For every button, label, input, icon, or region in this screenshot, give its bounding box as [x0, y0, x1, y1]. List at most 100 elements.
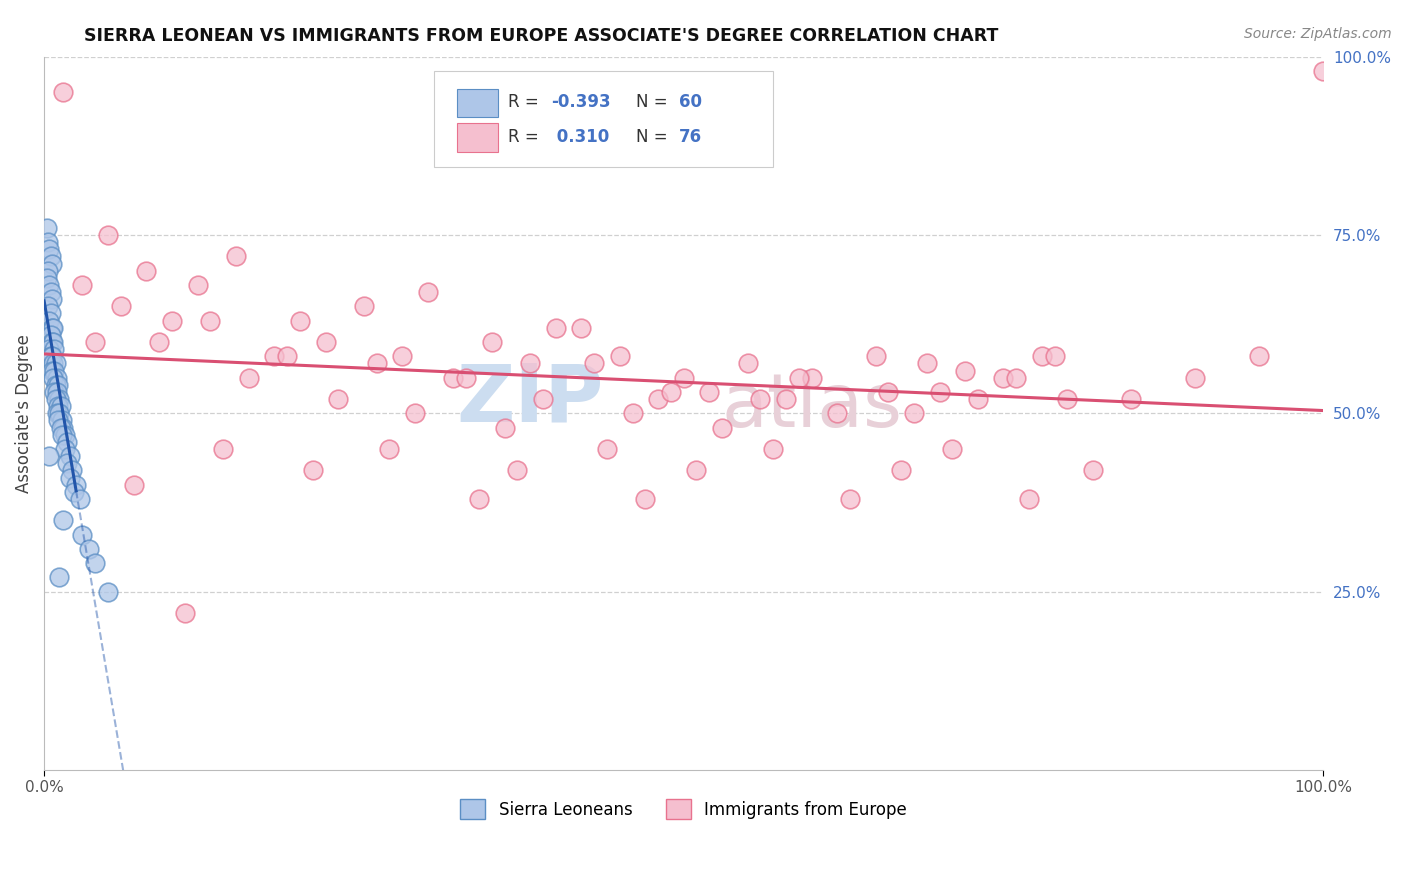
Text: 60: 60: [679, 93, 702, 111]
Point: [993, 370, 1015, 384]
Point: [45, 384, 67, 399]
Point: [263, 349, 285, 363]
Point: [110, 299, 132, 313]
Text: ZIP: ZIP: [457, 360, 603, 438]
Point: [84, 556, 107, 570]
Point: [697, 384, 720, 399]
Text: SIERRA LEONEAN VS IMMIGRANTS FROM EUROPE ASSOCIATE'S DEGREE CORRELATION CHART: SIERRA LEONEAN VS IMMIGRANTS FROM EUROPE…: [84, 27, 998, 45]
Point: [44, 342, 66, 356]
Point: [45, 370, 67, 384]
Point: [443, 370, 465, 384]
Point: [53, 442, 76, 456]
Point: [39, 285, 62, 299]
Point: [59, 470, 82, 484]
Point: [52, 513, 75, 527]
Point: [1018, 491, 1040, 506]
Point: [737, 356, 759, 370]
Text: N =: N =: [637, 128, 673, 146]
Point: [41, 320, 63, 334]
Point: [762, 442, 785, 456]
Text: 0.310: 0.310: [551, 128, 609, 146]
Point: [51, 427, 73, 442]
Point: [915, 356, 938, 370]
Point: [225, 249, 247, 263]
Point: [1031, 349, 1053, 363]
Point: [37, 299, 59, 313]
Point: [35, 270, 58, 285]
Point: [42, 370, 65, 384]
Point: [621, 406, 644, 420]
Point: [685, 463, 707, 477]
Point: [38, 242, 60, 256]
Point: [391, 349, 413, 363]
Point: [494, 420, 516, 434]
Point: [1005, 370, 1028, 384]
Y-axis label: Associate's Degree: Associate's Degree: [15, 334, 32, 492]
Point: [77, 541, 100, 556]
Point: [634, 491, 657, 506]
Point: [46, 399, 69, 413]
Point: [481, 334, 503, 349]
Point: [1043, 349, 1066, 363]
Point: [39, 306, 62, 320]
Point: [1184, 370, 1206, 384]
Point: [44, 384, 66, 399]
Point: [877, 384, 900, 399]
Point: [1081, 463, 1104, 477]
Point: [122, 477, 145, 491]
Point: [1121, 392, 1143, 406]
Text: -0.393: -0.393: [551, 93, 610, 111]
Point: [49, 420, 72, 434]
Point: [97, 584, 120, 599]
Point: [825, 406, 848, 420]
Point: [41, 349, 63, 363]
Point: [56, 456, 79, 470]
Point: [711, 420, 734, 434]
Point: [301, 463, 323, 477]
Point: [59, 449, 82, 463]
Point: [353, 299, 375, 313]
Point: [288, 313, 311, 327]
Point: [1249, 349, 1271, 363]
Text: Source: ZipAtlas.com: Source: ZipAtlas.com: [1244, 27, 1392, 41]
Point: [48, 570, 70, 584]
Point: [69, 491, 91, 506]
Point: [749, 392, 772, 406]
Point: [416, 285, 439, 299]
Point: [72, 527, 94, 541]
Point: [46, 413, 69, 427]
Point: [787, 370, 810, 384]
Point: [928, 384, 950, 399]
Point: [41, 292, 63, 306]
Point: [456, 370, 478, 384]
Point: [596, 442, 619, 456]
Point: [52, 86, 75, 100]
Point: [378, 442, 401, 456]
Point: [56, 434, 79, 449]
Point: [51, 413, 73, 427]
Point: [97, 227, 120, 242]
FancyBboxPatch shape: [457, 123, 498, 152]
Point: [35, 220, 58, 235]
Point: [569, 320, 592, 334]
Legend: Sierra Leoneans, Immigrants from Europe: Sierra Leoneans, Immigrants from Europe: [454, 792, 914, 826]
Point: [39, 249, 62, 263]
Point: [45, 406, 67, 420]
Point: [41, 334, 63, 349]
Point: [238, 370, 260, 384]
Point: [468, 491, 491, 506]
Point: [583, 356, 606, 370]
Point: [200, 313, 222, 327]
Point: [135, 263, 157, 277]
Point: [42, 320, 65, 334]
Point: [519, 356, 541, 370]
Point: [953, 363, 976, 377]
Point: [46, 377, 69, 392]
Point: [48, 392, 70, 406]
Point: [404, 406, 426, 420]
Point: [41, 363, 63, 377]
Point: [672, 370, 695, 384]
Point: [967, 392, 990, 406]
Point: [1312, 64, 1334, 78]
Point: [45, 392, 67, 406]
